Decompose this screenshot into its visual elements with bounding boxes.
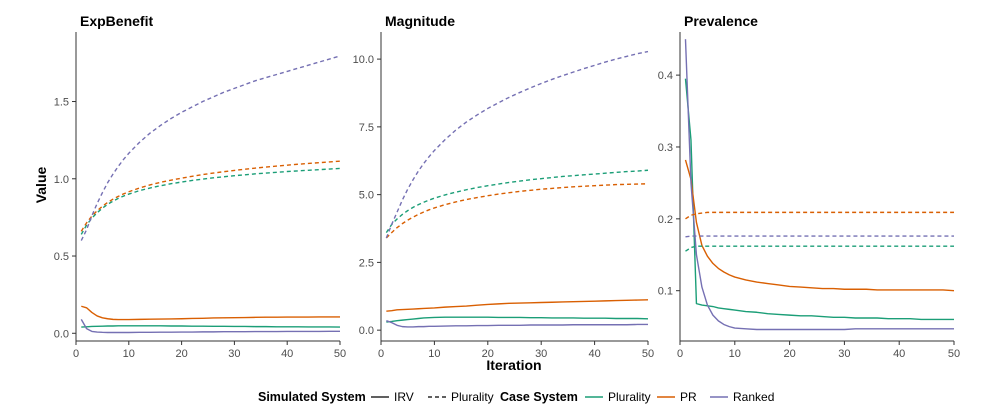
- x-tick-label: 10: [729, 348, 741, 360]
- y-tick-label: 10.0: [353, 54, 374, 66]
- series-line-plurality-ranked: [385, 50, 649, 239]
- series-line-plurality-plurality: [80, 167, 341, 235]
- panel-title: Prevalence: [684, 13, 758, 29]
- x-tick-label: 10: [123, 348, 135, 360]
- series-line-irv-plurality: [684, 78, 954, 321]
- y-tick-label: 0.3: [658, 142, 673, 154]
- series-line-plurality-plurality: [385, 169, 649, 233]
- x-tick-label: 0: [378, 348, 384, 360]
- panel-prevalence: Prevalence 0.1 0.2 0.3 0.4 0 10 20 30 40 50: [658, 13, 960, 360]
- x-tick-label: 20: [175, 348, 187, 360]
- series-line-irv-pr: [386, 299, 649, 312]
- series-line-plurality-pr: [685, 211, 954, 220]
- y-tick-label: 1.0: [54, 174, 69, 186]
- x-tick-label: 40: [893, 348, 905, 360]
- series-line-plurality-plurality: [685, 245, 954, 252]
- legend-label-plurality-sim: Plurality: [451, 390, 494, 404]
- series-line-irv-ranked: [386, 320, 648, 328]
- y-tick-label: 0.0: [359, 325, 374, 337]
- series-line-irv-plurality: [386, 316, 649, 323]
- y-tick-label: 0.4: [658, 70, 673, 82]
- x-tick-label: 40: [588, 348, 600, 360]
- legend-label-case-pr: PR: [680, 390, 697, 404]
- legend-title-case-system: Case System: [500, 390, 578, 404]
- x-tick-label: 0: [73, 348, 79, 360]
- y-tick-label: 5.0: [359, 190, 374, 202]
- series-line-irv-plurality: [81, 325, 341, 328]
- series-line-irv-ranked: [80, 319, 340, 334]
- panel-title: ExpBenefit: [80, 13, 153, 29]
- y-tick-label: 0.0: [54, 328, 69, 340]
- series-line-plurality-ranked: [80, 55, 341, 241]
- x-tick-label: 30: [535, 348, 547, 360]
- y-tick-label: 2.5: [359, 257, 374, 269]
- y-tick-label: 0.5: [54, 251, 69, 263]
- x-tick-label: 30: [838, 348, 850, 360]
- x-tick-label: 50: [642, 348, 654, 360]
- x-tick-label: 10: [428, 348, 440, 360]
- x-tick-label: 30: [228, 348, 240, 360]
- y-tick-label: 0.1: [658, 286, 673, 298]
- y-tick-label: 7.5: [359, 122, 374, 134]
- series-line-irv-ranked: [684, 39, 954, 331]
- series-line-irv-pr: [684, 159, 955, 292]
- panel-expbenefit: ExpBenefit 0.0 0.5 1.0 1.5 0 10 20 30 40 50: [54, 13, 346, 360]
- legend: Simulated System IRV Plurality Case Syst…: [258, 390, 774, 404]
- y-tick-label: 0.2: [658, 214, 673, 226]
- panel-title: Magnitude: [385, 13, 455, 29]
- x-tick-label: 40: [281, 348, 293, 360]
- panel-magnitude: Magnitude 0.0 2.5 5.0 7.5 10.0 0 10 20 30 40 50: [353, 13, 655, 360]
- x-tick-label: 50: [948, 348, 960, 360]
- series-line-plurality-pr: [80, 160, 341, 232]
- series-line-plurality-ranked: [685, 235, 954, 238]
- x-tick-label: 20: [482, 348, 494, 360]
- series-line-plurality-pr: [385, 183, 649, 239]
- y-axis-title: Value: [33, 167, 49, 204]
- x-tick-label: 50: [334, 348, 346, 360]
- legend-label-irv: IRV: [394, 390, 414, 404]
- legend-label-case-ranked: Ranked: [733, 390, 774, 404]
- series-line-irv-pr: [81, 305, 340, 321]
- y-tick-label: 1.5: [54, 97, 69, 109]
- legend-label-case-plurality: Plurality: [608, 390, 651, 404]
- x-axis-title: Iteration: [486, 357, 541, 373]
- legend-title-simulated-system: Simulated System: [258, 390, 366, 404]
- x-tick-label: 0: [677, 348, 683, 360]
- x-tick-label: 20: [783, 348, 795, 360]
